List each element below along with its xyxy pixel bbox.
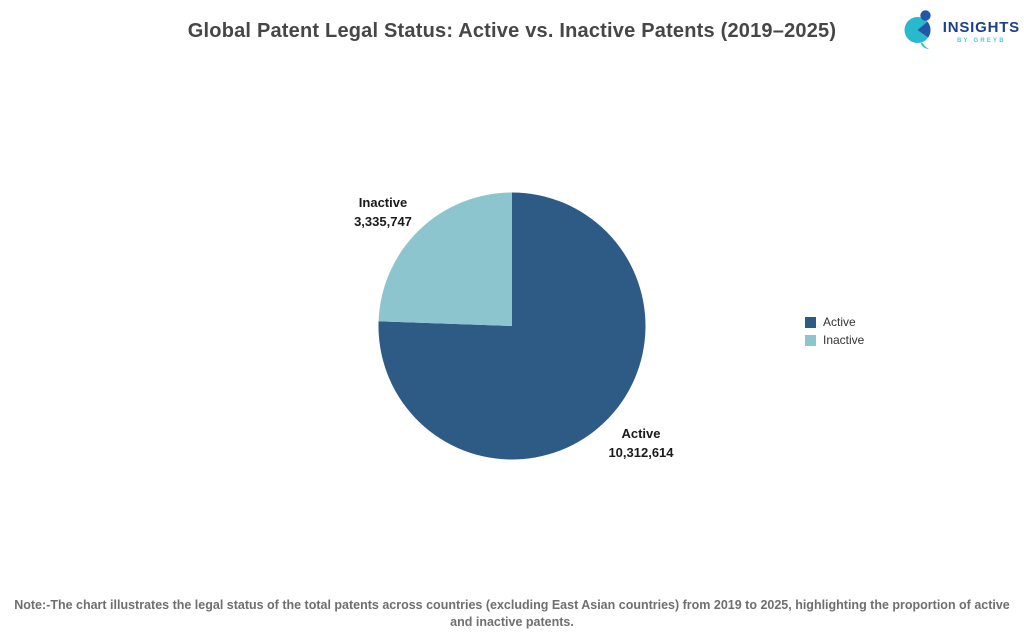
insights-logo-icon (904, 10, 931, 49)
pie-slice-inactive (378, 192, 512, 326)
slice-label-active-value: 10,312,614 (608, 445, 674, 460)
insights-logo: INSIGHTS BY GREYB (902, 8, 1020, 54)
legend-label-active: Active (823, 315, 856, 329)
insights-logo-text: INSIGHTS BY GREYB (943, 19, 1020, 44)
chart-note: Note:-The chart illustrates the legal st… (14, 598, 1010, 629)
legend-label-inactive: Inactive (823, 333, 865, 347)
slice-label-active: Active 10,312,614 (551, 424, 731, 462)
legend-swatch-active (805, 316, 816, 328)
slice-label-inactive-value: 3,335,747 (354, 214, 412, 229)
slice-label-inactive: Inactive 3,335,747 (293, 193, 473, 231)
legend-swatch-inactive (805, 334, 816, 346)
legend: Active Inactive (805, 313, 864, 349)
legend-item-inactive: Inactive (805, 331, 864, 349)
slice-label-inactive-name: Inactive (358, 195, 408, 210)
logo-brand-text: INSIGHTS (942, 18, 1020, 36)
logo-tagline-text: BY GREYB (956, 37, 1006, 44)
pie-chart (378, 192, 646, 460)
slice-label-active-name: Active (621, 426, 661, 441)
page-title: Global Patent Legal Status: Active vs. I… (187, 20, 837, 42)
legend-item-active: Active (805, 313, 864, 331)
